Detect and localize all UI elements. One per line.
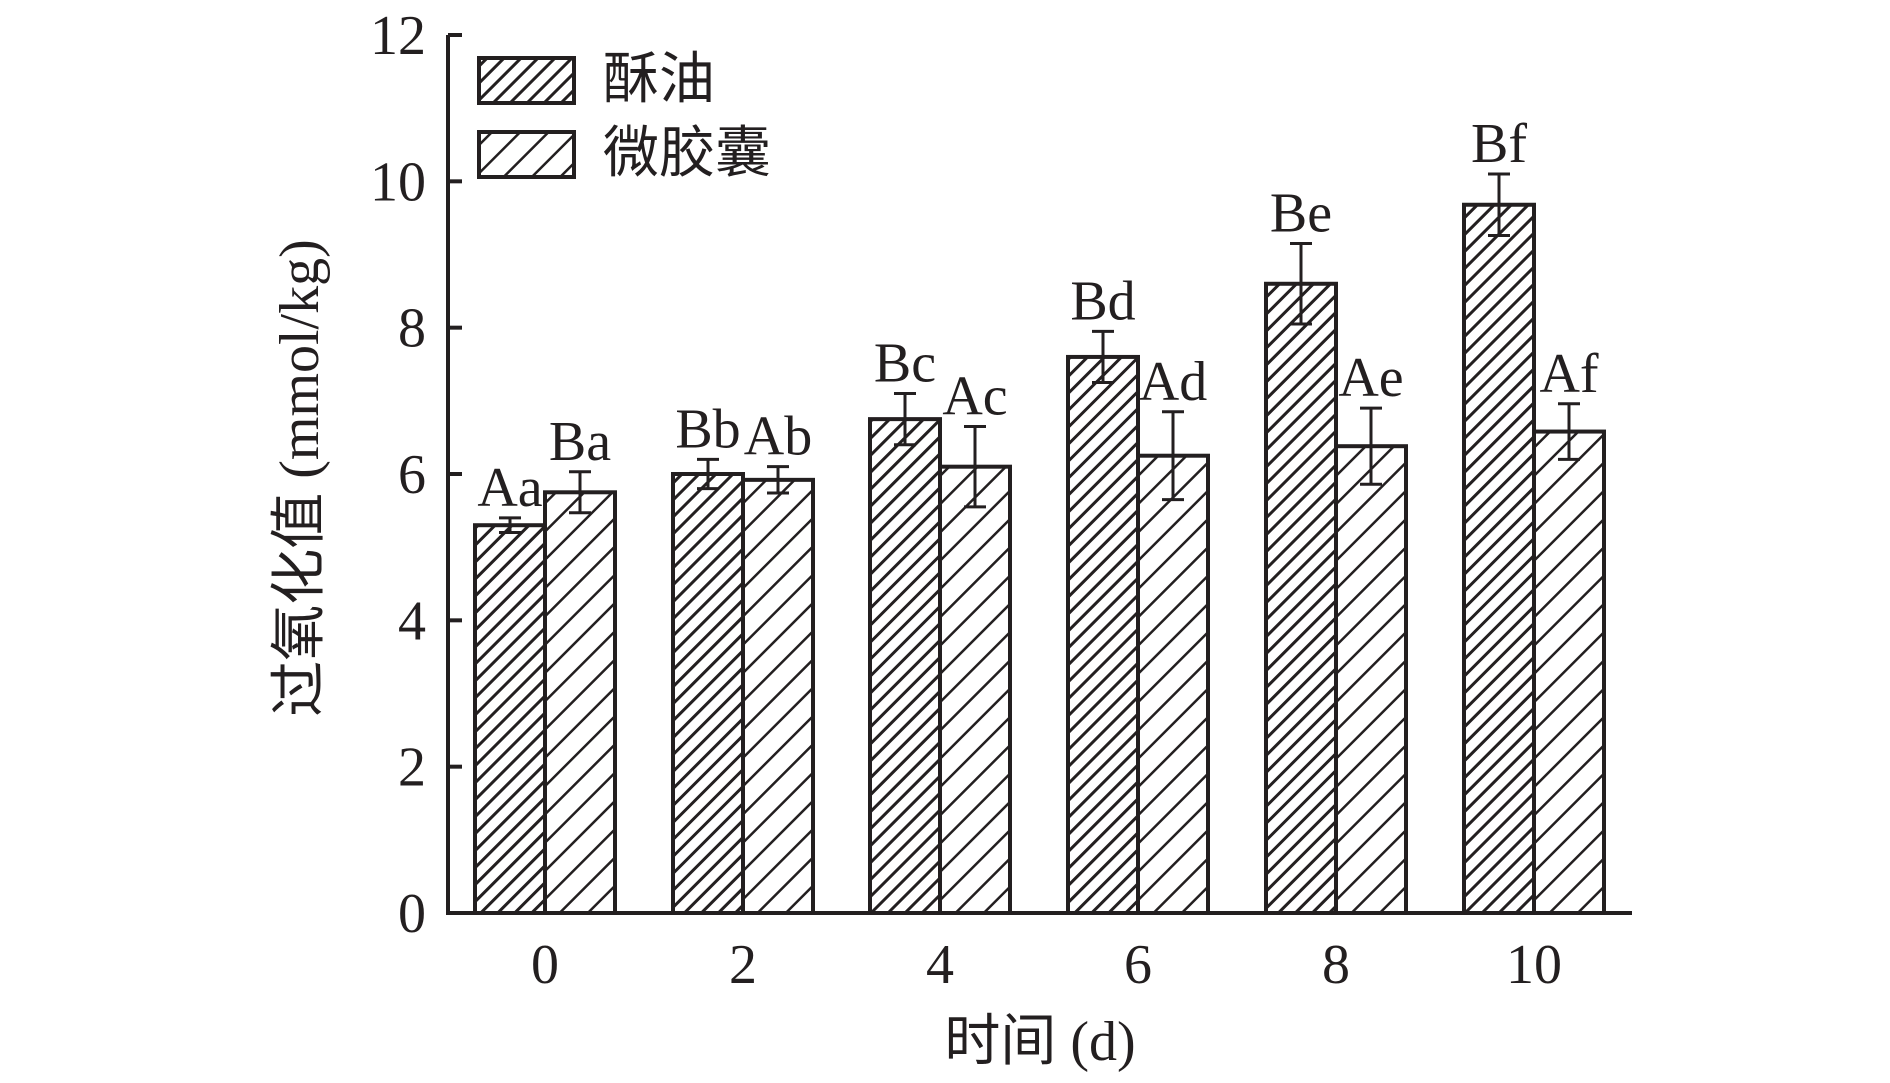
x-tick-label: 10 [1506,934,1562,996]
bar-label: Af [1539,343,1598,405]
bar-label: Ac [942,365,1007,427]
bar [1334,444,1408,915]
bar [671,472,745,915]
bar-label: Bc [874,333,936,395]
y-tick-label: 8 [398,298,426,360]
axes-layer: 0 2 4 6 8 10 12 0 2 4 6 8 10 [370,5,1632,996]
bar-label: Bb [675,398,740,460]
error-bars-layer [499,172,1580,535]
bar-label: Ba [549,411,611,473]
y-tick-label: 12 [370,5,426,67]
bar [473,523,547,915]
bar-label: Ae [1338,347,1403,409]
y-axis-title: 过氧化值 (mmol/kg) [269,239,331,717]
x-tick-label: 2 [729,934,757,996]
bar [938,464,1012,915]
y-tick-label: 10 [370,151,426,213]
bar-label: Aa [477,457,542,519]
bar [543,490,617,915]
bar [1264,281,1338,915]
bar-label: Ab [744,406,812,468]
x-tick-label: 0 [531,934,559,996]
bar [1136,453,1210,915]
x-tick-label: 4 [926,934,954,996]
bar-label: Be [1270,183,1332,245]
y-tick-label: 2 [398,737,426,799]
bar [741,477,815,915]
legend-item-ghee-label: 酥油 [603,49,715,111]
x-axis-title: 时间 (d) [944,1011,1135,1073]
y-tick-label: 0 [398,883,426,945]
legend-item-microcapsule-label: 微胶囊 [603,123,771,185]
bar [1532,429,1606,915]
legend-item-ghee-swatch [477,56,576,105]
y-tick-label: 4 [398,590,426,652]
bars-layer [473,202,1606,916]
x-tick-label: 8 [1322,934,1350,996]
y-tick-label: 6 [398,444,426,506]
bar-label: Bd [1070,270,1135,332]
bar [1066,354,1140,915]
bar-labels-layer: Aa Bb Bc Bd Be Bf Ba Ab Ac Ad Ae Af [477,113,1599,519]
bar-label: Bf [1471,113,1527,175]
bar-label: Ad [1139,351,1207,413]
x-tick-label: 6 [1124,934,1152,996]
legend-item-microcapsule-swatch [477,130,576,179]
bar [1462,202,1536,916]
bar [868,417,942,915]
